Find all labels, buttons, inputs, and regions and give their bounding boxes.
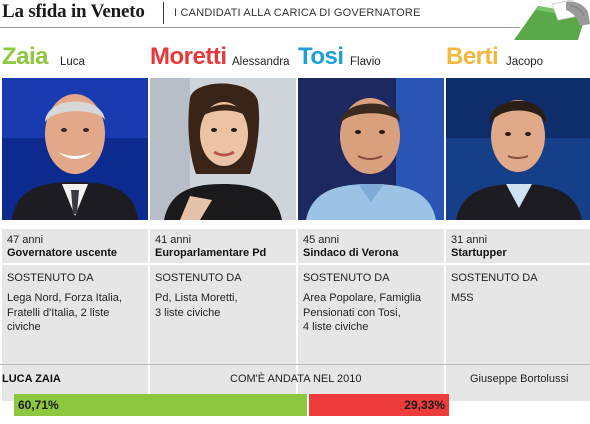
supporter-line: Pensionati con Tosi, [303, 306, 401, 319]
candidate-info: 45 anni Sindaco di Verona [298, 229, 444, 263]
candidate-age: 45 anni [303, 234, 340, 246]
candidate-photo [150, 78, 296, 220]
supporter-line: Area Popolare, Famiglia [303, 292, 422, 304]
supporters-list: M5S [451, 291, 589, 306]
supporter-line: Lega Nord, Forza Italia, [7, 292, 122, 304]
candidate-role: Startupper [451, 247, 507, 259]
candidate-role: Sindaco di Verona [303, 247, 399, 259]
candidate-firstname: Flavio [350, 56, 381, 68]
candidate-age: 41 anni [155, 234, 192, 246]
candidate-age: 47 anni [7, 234, 44, 246]
candidate-firstname: Jacopo [506, 56, 544, 68]
supported-label: SOSTENUTO DA [7, 272, 94, 284]
supported-label: SOSTENUTO DA [303, 272, 390, 284]
candidate-age: 31 anni [451, 234, 488, 246]
candidate-surname: Zaia [2, 43, 49, 70]
candidate-info: 47 anni Governatore uscente [2, 229, 148, 263]
supporter-line: Pd, Lista Moretti, [155, 292, 238, 304]
page-subtitle: I CANDIDATI ALLA CARICA DI GOVERNATORE [174, 7, 421, 19]
candidate-support: SOSTENUTO DA Lega Nord, Forza Italia, Fr… [2, 265, 148, 401]
results-bar: 60,71% 29,33% [14, 394, 449, 416]
candidate-firstname: Alessandra [232, 56, 290, 68]
winner-percentage: 60,71% [18, 398, 59, 412]
supporters-list: Lega Nord, Forza Italia, Fratelli d'Ital… [7, 291, 145, 335]
candidate-role: Governatore uscente [7, 247, 118, 259]
supporter-line: 3 liste civiche [155, 306, 221, 319]
candidate-info: 31 anni Startupper [446, 229, 590, 263]
ballot-box-icon [508, 0, 590, 40]
candidate-support: SOSTENUTO DA Area Popolare, Famiglia Pen… [298, 265, 444, 401]
supporters-list: Pd, Lista Moretti, 3 liste civiche [155, 291, 293, 320]
page-title: La sfida in Veneto [2, 1, 145, 22]
candidate-surname: Moretti [150, 43, 227, 70]
candidate-role: Europarlamentare Pd [155, 247, 267, 259]
candidate-surname: Tosi [298, 43, 344, 70]
results-winner-name: LUCA ZAIA [2, 373, 61, 385]
supporter-line: 4 liste civiche [303, 321, 369, 333]
supported-label: SOSTENUTO DA [451, 272, 538, 284]
candidate-support: SOSTENUTO DA Pd, Lista Moretti, 3 liste … [150, 265, 296, 401]
supporter-line: civiche [7, 321, 41, 333]
candidate-support: SOSTENUTO DA M5S [446, 265, 590, 401]
candidate-photo [2, 78, 148, 220]
candidate-info: 41 anni Europarlamentare Pd [150, 229, 296, 263]
supporter-line: Fratelli d'Italia, 2 liste [7, 306, 110, 319]
header-rule [0, 27, 520, 28]
supported-label: SOSTENUTO DA [155, 272, 242, 284]
runner-up-percentage: 29,33% [404, 398, 445, 412]
header-divider [163, 2, 164, 24]
candidate-surname: Berti [446, 43, 499, 70]
candidate-photo [298, 78, 444, 220]
header: La sfida in Veneto I CANDIDATI ALLA CARI… [0, 0, 590, 40]
supporters-list: Area Popolare, Famiglia Pensionati con T… [303, 291, 441, 335]
results-runner-up-name: Giuseppe Bortolussi [470, 373, 569, 385]
results-title: COM'È ANDATA NEL 2010 [230, 373, 362, 385]
runner-up-bar [309, 394, 449, 416]
supporter-line: M5S [451, 292, 474, 304]
bar-divider [307, 394, 309, 416]
winner-bar [14, 394, 307, 416]
results-rule [0, 364, 590, 365]
candidate-firstname: Luca [60, 56, 85, 68]
candidate-photo [446, 78, 590, 220]
